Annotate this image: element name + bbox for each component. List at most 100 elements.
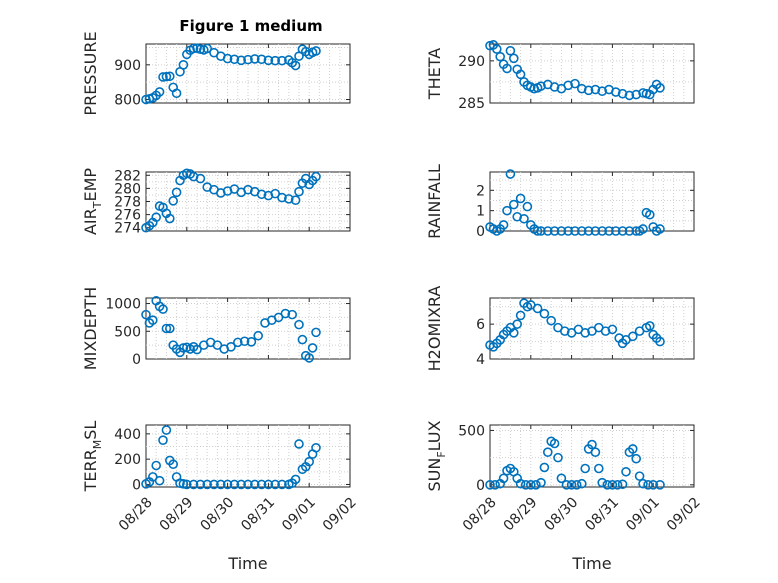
data-point <box>165 71 175 82</box>
data-point <box>583 226 594 236</box>
data-point <box>294 186 304 197</box>
data-point <box>216 479 226 490</box>
x-tick-label: 09/02 <box>664 494 704 534</box>
data-point <box>505 45 516 56</box>
data-point <box>283 194 294 204</box>
y-tick-label: 500 <box>458 423 485 439</box>
data-point <box>222 53 233 64</box>
data-point <box>536 81 546 91</box>
data-point <box>294 319 304 330</box>
data-point <box>539 308 550 319</box>
data-point <box>243 479 253 490</box>
subplot-pressure: 800 900 PRESSURE <box>81 31 351 116</box>
data-point <box>236 55 246 66</box>
data-point <box>542 447 553 457</box>
data-point <box>151 212 161 223</box>
x-tick-label: 09/01 <box>279 494 319 534</box>
y-tick-label: 285 <box>458 96 485 112</box>
data-point <box>597 226 608 236</box>
data-point <box>182 479 192 490</box>
data-point <box>195 173 206 184</box>
y-tick-label: 290 <box>458 54 485 70</box>
data-point <box>290 60 301 71</box>
x-tick-label: 09/02 <box>320 494 360 534</box>
data-point <box>627 444 638 454</box>
data-point <box>549 82 560 92</box>
y-tick-label: 0 <box>132 352 141 368</box>
subplot-mixdepth: 0 500 1000 MIXDEPTH <box>81 287 351 370</box>
data-point <box>515 310 526 321</box>
data-point <box>222 479 233 490</box>
data-point <box>559 326 570 336</box>
y-tick-label: 0 <box>476 478 485 494</box>
data-point <box>202 43 212 54</box>
data-point <box>542 226 553 236</box>
subplot-terr-msl: 0 200 400 08/28 08/29 08/30 08/31 09/01 09/02 Tim… <box>81 421 360 573</box>
data-point <box>536 226 546 236</box>
x-tick-label: 08/31 <box>238 494 278 534</box>
axes-box <box>489 43 695 104</box>
y-axis-label: TERRMSL <box>81 421 104 493</box>
data-point <box>243 54 253 65</box>
data-point <box>277 479 287 490</box>
data-point <box>250 479 260 490</box>
data-point <box>634 471 645 481</box>
data-point <box>168 459 178 470</box>
data-point <box>250 54 260 64</box>
data-point <box>563 80 574 91</box>
data-point <box>621 466 631 477</box>
y-axis-label: H2OMIXRA <box>425 286 444 372</box>
data-point <box>617 479 628 490</box>
y-tick-label: 280 <box>114 181 141 197</box>
data-point <box>587 439 597 450</box>
data-point <box>563 226 574 236</box>
data-point <box>297 334 308 345</box>
data-point <box>643 480 653 490</box>
x-axis-label: Time <box>227 554 267 573</box>
data-point <box>270 188 281 199</box>
data-point <box>290 195 301 205</box>
y-tick-label: 282 <box>114 168 141 184</box>
data-point <box>583 85 594 96</box>
data-point <box>638 478 648 489</box>
x-tick-label: 09/01 <box>623 494 663 534</box>
data-point <box>580 463 591 474</box>
data-point <box>498 220 509 230</box>
data-point <box>515 69 526 80</box>
y-tick-label: 274 <box>114 221 141 237</box>
data-point <box>192 344 202 355</box>
y-tick-label: 0 <box>132 477 141 493</box>
data-point <box>561 480 572 490</box>
data-point <box>263 55 274 66</box>
data-point <box>617 88 628 99</box>
subplot-theta: 285 290 THETA <box>425 40 695 112</box>
data-point <box>311 46 321 56</box>
y-tick-label: 0 <box>476 224 485 240</box>
data-point <box>226 341 236 352</box>
data-point <box>154 475 165 486</box>
data-point <box>148 315 158 325</box>
data-point <box>229 479 240 490</box>
data-point <box>515 478 526 489</box>
data-point <box>570 78 580 89</box>
data-point <box>531 480 541 490</box>
y-tick-label: 1000 <box>105 297 141 313</box>
data-point <box>178 60 189 70</box>
data-point <box>532 303 543 314</box>
x-tick-label: 08/31 <box>582 494 622 534</box>
data-point <box>294 439 304 449</box>
data-point <box>209 479 219 490</box>
y-tick-label: 6 <box>476 317 485 333</box>
data-point <box>290 474 301 485</box>
data-point <box>498 473 509 484</box>
data-point <box>171 88 182 99</box>
data-point <box>253 330 264 341</box>
data-point <box>655 336 665 347</box>
data-point <box>590 226 601 236</box>
data-point <box>161 323 172 334</box>
subplot-h2omixra: 4 6 H2OMIXRA <box>425 286 695 372</box>
data-point <box>631 453 642 464</box>
x-tick-label: 08/28 <box>116 494 156 534</box>
data-point <box>515 193 526 204</box>
data-point <box>539 462 550 473</box>
